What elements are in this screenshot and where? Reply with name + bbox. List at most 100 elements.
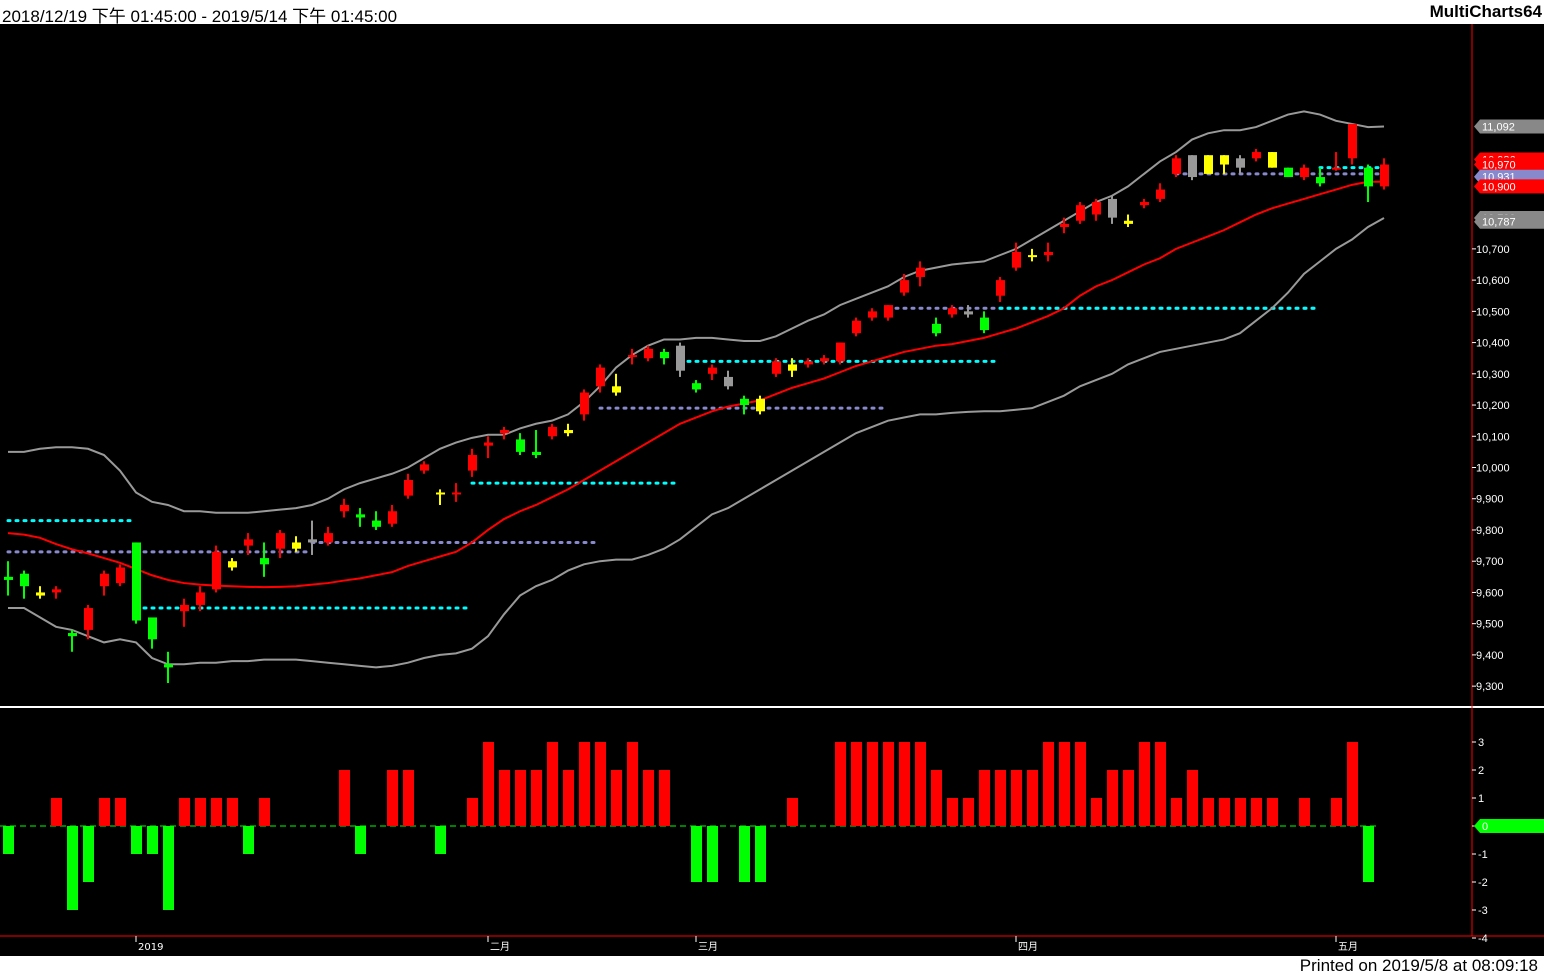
candle-body (436, 492, 445, 495)
candle-body (388, 511, 397, 524)
candle-body (52, 589, 61, 593)
candle-body (516, 439, 525, 452)
osc-bar (899, 742, 910, 826)
osc-bar (339, 770, 350, 826)
price-tick-label: 9,700 (1476, 556, 1504, 568)
candle-body (980, 317, 989, 331)
candle-body (1204, 155, 1213, 174)
price-tick-label: 10,700 (1476, 244, 1510, 256)
candle-body (228, 561, 237, 568)
osc-bar (1059, 742, 1070, 826)
month-label: 二月 (490, 941, 510, 953)
price-pane[interactable] (4, 110, 1389, 684)
candle-body (676, 345, 685, 371)
osc-bar (531, 770, 542, 826)
price-tick-label: 10,200 (1476, 400, 1510, 412)
osc-bar (1363, 826, 1374, 882)
candle-body (660, 351, 669, 359)
osc-tick-label: -3 (1478, 905, 1488, 917)
date-range: 2018/12/19 下午 01:45:00 - 2019/5/14 下午 01… (2, 7, 398, 26)
osc-bar (1171, 798, 1182, 826)
chart-area[interactable]: 9,300 9,400 9,500 9,600 9,700 9,800 9,900 10,00… (0, 24, 1544, 956)
osc-bar (1011, 770, 1022, 826)
osc-bar (1347, 742, 1358, 826)
price-tick-label: 9,600 (1476, 587, 1504, 599)
printed-timestamp: Printed on 2019/5/8 at 08:09:18 (1299, 956, 1538, 975)
osc-bar (131, 826, 142, 854)
month-label: 四月 (1018, 941, 1038, 953)
osc-bar (1091, 798, 1102, 826)
osc-bar (1075, 742, 1086, 826)
candle-body (1220, 155, 1229, 165)
candle-body (532, 451, 541, 456)
price-tick-label: 10,000 (1476, 463, 1510, 475)
osc-bar (115, 798, 126, 826)
candle-body (548, 426, 557, 437)
candle-body (212, 551, 221, 590)
osc-bar (691, 826, 702, 882)
candle-body (116, 567, 125, 584)
osc-bar (563, 770, 574, 826)
candle-body (1252, 152, 1261, 159)
osc-bar (195, 798, 206, 826)
osc-tick-label: -2 (1478, 877, 1488, 889)
candle-body (788, 364, 797, 371)
candle-body (612, 386, 621, 393)
osc-bar (915, 742, 926, 826)
candle-body (932, 323, 941, 334)
osc-bar (147, 826, 158, 854)
osc-bar (1123, 770, 1134, 826)
osc-bar (787, 798, 798, 826)
candle-body (132, 542, 141, 621)
candle-body (628, 355, 637, 358)
candle-body (500, 430, 509, 434)
candle-body (196, 592, 205, 605)
osc-bar (963, 798, 974, 826)
candle-body (20, 573, 29, 587)
osc-bar (3, 826, 14, 854)
candle-body (756, 398, 765, 412)
osc-bar (483, 742, 494, 826)
osc-bar (211, 798, 222, 826)
price-tick-label: 10,500 (1476, 306, 1510, 318)
osc-bar (1187, 770, 1198, 826)
osc-bar (707, 826, 718, 882)
candle-body (340, 504, 349, 512)
candle-body (740, 398, 749, 406)
osc-bar (995, 770, 1006, 826)
osc-tick-label: 3 (1478, 737, 1484, 749)
candle-body (468, 455, 477, 471)
osc-bar (579, 742, 590, 826)
osc-bar (627, 742, 638, 826)
candle-body (1172, 158, 1181, 174)
price-tag-label: 10,900 (1482, 181, 1516, 193)
osc-bar (1203, 798, 1214, 826)
candle-body (484, 442, 493, 446)
moving-average-line (7, 180, 1384, 589)
month-label: 三月 (698, 941, 718, 953)
oscillator-pane[interactable] (0, 742, 1380, 910)
osc-bar (611, 770, 622, 826)
title-bar: 2018/12/19 下午 01:45:00 - 2019/5/14 下午 01… (0, 0, 1544, 26)
osc-bar (1235, 798, 1246, 826)
candle-body (404, 480, 413, 496)
candle-body (996, 280, 1005, 296)
candle-body (1268, 152, 1277, 168)
osc-bar (1155, 742, 1166, 826)
candle-body (836, 342, 845, 362)
candle-body (1236, 158, 1245, 168)
candle-body (292, 542, 301, 549)
candle-body (1076, 205, 1085, 221)
candle-body (1044, 252, 1053, 256)
price-tick-label: 9,400 (1476, 650, 1504, 662)
candle-body (1188, 155, 1197, 178)
candle-body (324, 533, 333, 543)
candle-body (1332, 167, 1341, 170)
osc-bar (867, 742, 878, 826)
candle-body (772, 361, 781, 374)
osc-bar (931, 770, 942, 826)
osc-bar (51, 798, 62, 826)
price-tick-label: 9,500 (1476, 619, 1504, 631)
candle-body (1380, 164, 1389, 187)
osc-bar (755, 826, 766, 882)
